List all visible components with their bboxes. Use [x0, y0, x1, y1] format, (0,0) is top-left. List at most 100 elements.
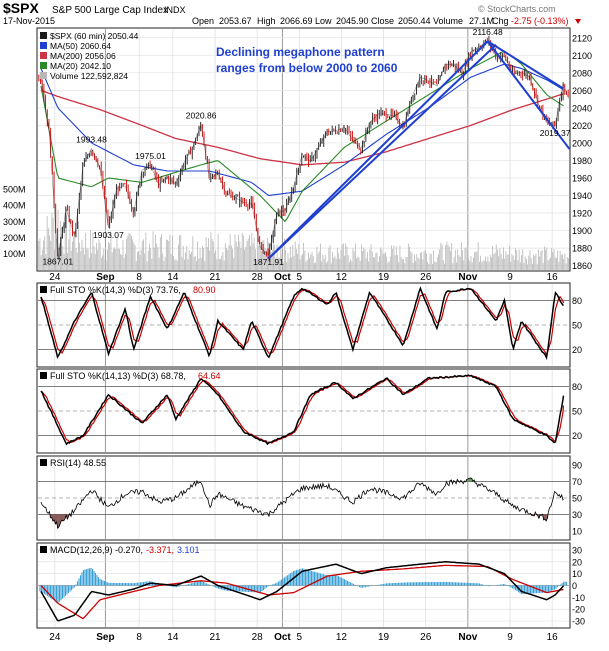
volume-bar	[259, 243, 261, 270]
volume-bar	[481, 261, 483, 270]
volume-bar	[246, 240, 248, 270]
volume-bar	[128, 232, 130, 270]
volume-bar	[405, 256, 407, 270]
volume-bar	[115, 248, 117, 270]
volume-bar	[382, 253, 384, 270]
low-label: Low	[315, 16, 332, 26]
volume-bar	[448, 246, 450, 270]
sto-fast-d-value: 80.90	[193, 285, 216, 295]
volume-bar	[84, 254, 85, 270]
volume-bar	[316, 246, 318, 270]
volume-bar	[55, 223, 56, 270]
volume-bar	[297, 253, 298, 270]
volume-bar	[562, 254, 563, 270]
volume-bar	[392, 248, 394, 270]
macd-y-tick-label: -10	[572, 593, 585, 603]
volume-bar	[103, 248, 105, 270]
volume-bar	[111, 252, 113, 270]
volume-bar	[367, 251, 368, 270]
megaphone-trendline	[486, 40, 571, 150]
volume-bar	[170, 254, 172, 270]
volume-bar	[56, 238, 58, 270]
volume-bars	[38, 209, 569, 270]
volume-bar	[475, 251, 477, 270]
volume-bar	[442, 260, 444, 270]
volume-bar	[267, 237, 268, 270]
volume-bar	[99, 242, 101, 270]
volume-bar	[93, 246, 95, 270]
price-callout: 2019.37	[540, 128, 571, 138]
volume-bar	[75, 248, 77, 270]
volume-bar	[216, 258, 218, 270]
price-legend-swatch	[40, 42, 47, 49]
volume-bar	[360, 244, 362, 270]
volume-bar	[462, 250, 463, 270]
volume-bar	[368, 261, 370, 270]
volume-bar	[323, 258, 325, 270]
volume-bar	[291, 257, 292, 270]
x-axis-tick-label: 9	[507, 272, 513, 283]
volume-bar	[428, 263, 430, 270]
volume-bar	[362, 251, 364, 270]
rsi-y-tick-label: 30	[572, 510, 582, 520]
volume-bar	[138, 250, 140, 270]
volume-bar	[469, 260, 471, 270]
volume-bar	[146, 261, 148, 270]
rsi-legend-swatch	[40, 459, 47, 466]
volume-bar	[416, 253, 418, 270]
volume-bar	[560, 254, 562, 270]
volume-bar	[505, 251, 507, 270]
volume-bar	[64, 212, 66, 270]
volume-bar	[336, 247, 338, 270]
volume-bar	[214, 252, 215, 270]
volume-bar	[376, 252, 378, 270]
series-lines	[38, 35, 569, 622]
volume-bar	[547, 260, 549, 270]
x-axis-tick-label: 12	[336, 272, 348, 283]
volume-bar	[149, 243, 150, 270]
volume-bar	[104, 259, 106, 270]
macd-legend-swatch	[40, 546, 47, 553]
chg-value: -2.75 (-0.13%)	[511, 16, 569, 26]
volume-bar	[238, 234, 239, 270]
volume-bar	[102, 255, 103, 270]
volume-bar	[441, 244, 443, 270]
volume-bar	[556, 257, 557, 270]
megaphone-trendline	[267, 40, 489, 260]
volume-bar	[180, 234, 182, 270]
volume-bar	[504, 258, 506, 270]
volume-bar	[446, 241, 448, 270]
volume-bar	[298, 243, 300, 270]
price-callout: 1975.01	[135, 151, 166, 161]
volume-bar	[92, 232, 94, 270]
exchange-label: INDX	[164, 5, 186, 15]
volume-bar	[398, 262, 400, 270]
sto1-y-tick-label: 80	[572, 296, 582, 306]
volume-bar	[565, 263, 567, 270]
index-name: S&P 500 Large Cap Index	[52, 5, 168, 16]
volume-bar	[445, 245, 447, 270]
volume-bar	[133, 242, 135, 270]
volume-bar	[81, 239, 83, 270]
x-axis-tick-label: 26	[420, 632, 432, 643]
volume-bar	[39, 238, 41, 270]
sto-slow-legend-swatch	[40, 372, 47, 379]
volume-bar	[417, 257, 419, 270]
x-axis-tick-label: Oct	[274, 272, 291, 283]
volume-bar	[304, 250, 306, 270]
volume-bar	[478, 261, 480, 270]
volume-bar	[112, 249, 114, 270]
volume-bar	[348, 262, 350, 270]
volume-bar	[419, 252, 421, 270]
volume-bar	[527, 264, 528, 270]
volume-bar	[96, 243, 97, 270]
price-legend-swatch	[40, 32, 47, 39]
volume-bar	[498, 256, 500, 270]
volume-bar	[511, 253, 513, 270]
volume-bar	[435, 261, 437, 270]
volume-bar	[407, 243, 409, 270]
volume-bar	[227, 250, 229, 270]
volume-bar	[289, 246, 291, 270]
volume-bar	[202, 245, 203, 270]
x-axis-tick-label: 8	[136, 272, 142, 283]
